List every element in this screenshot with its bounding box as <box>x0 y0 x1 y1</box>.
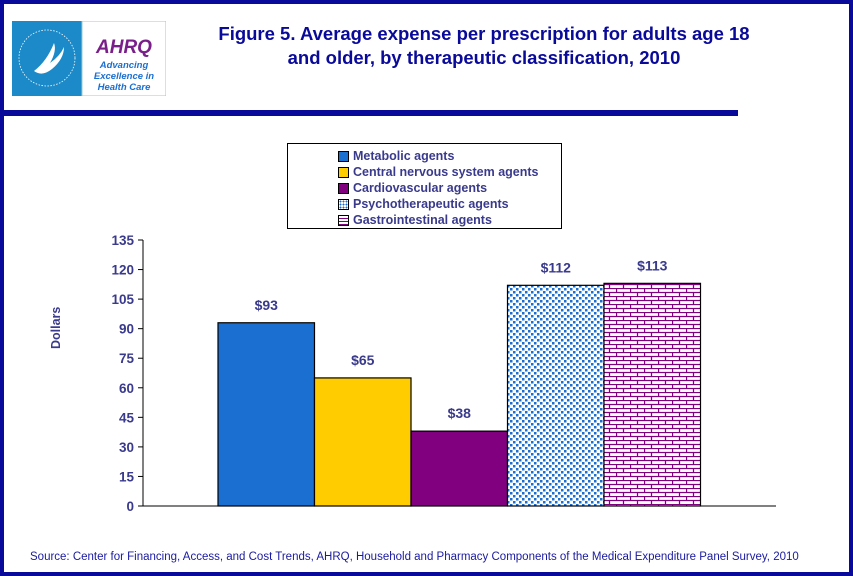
y-tick-label: 105 <box>111 292 134 307</box>
header-separator <box>4 110 738 116</box>
bar-central-nervous-system-agents <box>313 377 412 507</box>
legend-item: Central nervous system agents <box>338 164 561 180</box>
legend-label: Gastrointestinal agents <box>353 213 492 227</box>
ahrq-logo: AHRQ Advancing Excellence in Health Care <box>12 21 166 96</box>
bar-cardiovascular-agents <box>410 430 509 507</box>
legend-label: Psychotherapeutic agents <box>353 197 509 211</box>
data-label: $38 <box>448 405 472 421</box>
bar-metabolic-agents <box>217 322 316 507</box>
y-tick-label: 120 <box>111 263 134 278</box>
data-label: $113 <box>637 257 668 273</box>
legend-swatch <box>338 182 349 194</box>
legend-swatch <box>338 198 349 210</box>
data-label: $112 <box>541 259 572 275</box>
legend-swatch <box>338 214 349 226</box>
data-label: $65 <box>351 352 375 368</box>
source-note: Source: Center for Financing, Access, an… <box>30 551 799 563</box>
bar-psychotherapeutic-agents <box>506 284 605 507</box>
title-line-2: and older, by therapeutic classification… <box>287 47 681 68</box>
y-tick-label: 45 <box>119 410 135 425</box>
legend-swatch <box>338 150 349 162</box>
svg-text:Health Care: Health Care <box>98 82 152 93</box>
svg-text:Excellence in: Excellence in <box>94 71 154 82</box>
bar-gastrointestinal-agents <box>603 282 702 507</box>
svg-text:AHRQ: AHRQ <box>95 37 152 58</box>
legend-item: Psychotherapeutic agents <box>338 196 561 212</box>
svg-text:Advancing: Advancing <box>99 60 149 71</box>
legend: Metabolic agents Central nervous system a… <box>287 143 562 229</box>
legend-item: Gastrointestinal agents <box>338 212 561 228</box>
legend-item: Metabolic agents <box>338 148 561 164</box>
y-tick-label: 15 <box>119 469 135 484</box>
y-tick-label: 75 <box>119 351 135 366</box>
y-tick-label: 30 <box>119 440 134 455</box>
y-tick-label: 90 <box>119 322 134 337</box>
y-tick-label: 135 <box>111 233 134 248</box>
chart-title: Figure 5. Average expense per prescripti… <box>184 22 784 70</box>
data-label: $93 <box>255 297 279 313</box>
y-tick-label: 0 <box>126 499 134 514</box>
y-tick-label: 60 <box>119 381 134 396</box>
legend-item: Cardiovascular agents <box>338 180 561 196</box>
title-line-1: Figure 5. Average expense per prescripti… <box>218 23 750 44</box>
legend-label: Cardiovascular agents <box>353 181 488 195</box>
legend-swatch <box>338 166 349 178</box>
legend-label: Metabolic agents <box>353 149 455 163</box>
legend-label: Central nervous system agents <box>353 165 539 179</box>
